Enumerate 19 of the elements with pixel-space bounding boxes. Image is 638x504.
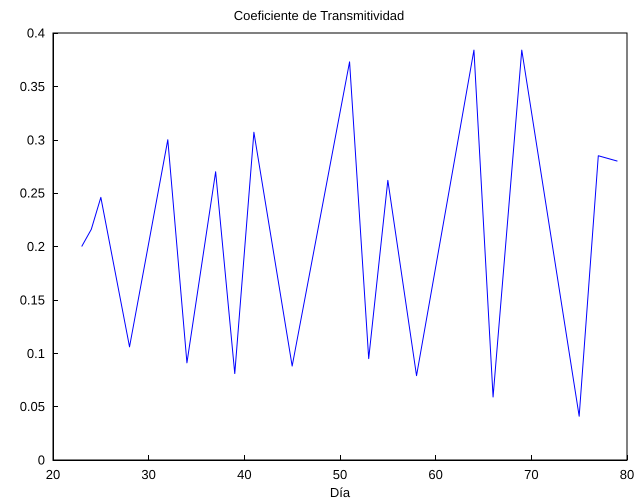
x-tick-label: 30 [141, 467, 156, 482]
x-tick-label: 60 [428, 467, 443, 482]
y-tick-label: 0.35 [20, 78, 45, 94]
x-tick-label: 50 [332, 467, 348, 482]
x-tick-label: 40 [237, 467, 252, 482]
chart-title: Coeficiente de Transmitividad [234, 8, 404, 23]
y-tick-label: 0.1 [26, 346, 45, 361]
y-tick-label: 0.15 [20, 292, 45, 308]
x-tick-label: 70 [524, 467, 539, 482]
y-tick-label: 0.2 [26, 239, 45, 254]
y-tick-label: 0.4 [26, 26, 45, 40]
line-series [81, 50, 618, 417]
x-tick-label: 80 [620, 467, 634, 482]
y-tick-label: 0.25 [20, 186, 45, 201]
y-tick-label: 0.3 [26, 132, 45, 148]
x-tick-label: 20 [46, 467, 60, 482]
x-axis-title: Día [330, 484, 351, 500]
y-tick-label: 0 [38, 452, 45, 468]
y-tick-label: 0.05 [20, 399, 45, 414]
